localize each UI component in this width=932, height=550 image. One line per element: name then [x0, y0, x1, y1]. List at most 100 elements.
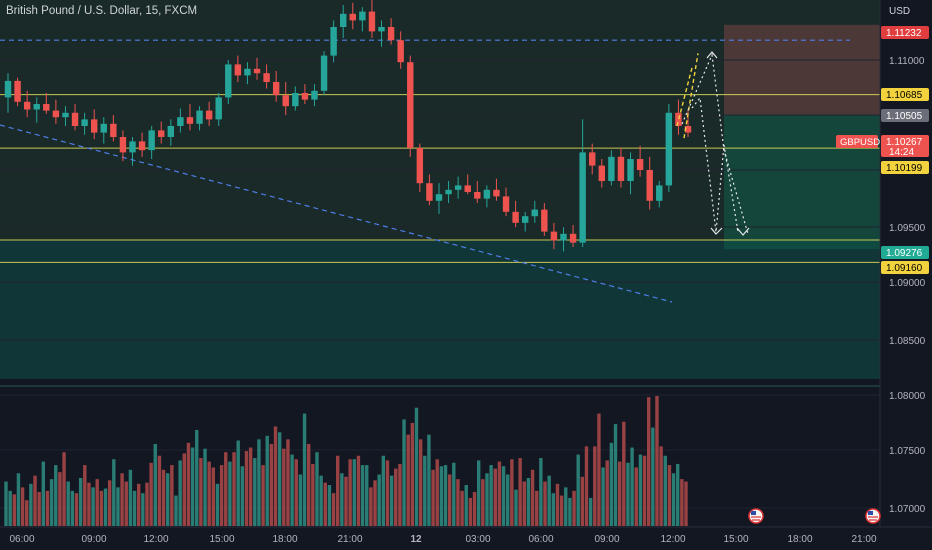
blue-dashed-trendline [0, 124, 673, 303]
candle-body [110, 123, 117, 137]
volume-bar [568, 497, 572, 526]
time-tick: 09:00 [81, 534, 106, 545]
candle-body [148, 130, 155, 151]
volume-bar [443, 465, 448, 526]
candle-body [368, 11, 376, 32]
price-label-bg [881, 109, 929, 122]
candle-body [62, 112, 69, 118]
countdown-label: 14:24 [889, 147, 914, 158]
candle-body [608, 156, 615, 181]
volume-bar [298, 474, 303, 526]
candle-body [253, 68, 261, 74]
volume-bar [219, 465, 224, 526]
volume-bar [70, 490, 75, 526]
volume-bar [319, 475, 323, 526]
candle-body [186, 117, 194, 124]
volume-bar [132, 490, 137, 526]
candle-body [244, 68, 251, 76]
candle-body [541, 209, 548, 232]
volume-bar [112, 459, 116, 526]
volume-bar [327, 485, 332, 526]
volume-bar [543, 481, 547, 526]
volume-bar [389, 475, 394, 526]
volume-bar [435, 459, 439, 526]
volume-bar [78, 477, 83, 526]
lower-zone [0, 240, 880, 379]
volume-bar [240, 466, 245, 526]
candle-body [387, 27, 395, 41]
volume-bar [551, 493, 556, 526]
volume-bar [54, 465, 58, 526]
candle-body [675, 112, 682, 126]
volume-bar [265, 435, 269, 526]
candle-body [234, 64, 242, 76]
volume-bar [576, 454, 580, 526]
candle-body [196, 110, 203, 124]
volume-bar [236, 440, 240, 526]
volume-bar [684, 481, 688, 526]
volume-bar [66, 481, 70, 526]
volume-bar [555, 483, 560, 526]
volume-bar [203, 448, 207, 526]
candle-body [272, 82, 280, 96]
time-tick: 21:00 [851, 534, 876, 545]
volume-bar [248, 447, 253, 526]
volume-bar [414, 407, 419, 526]
volume-bar [170, 465, 174, 526]
price-axis[interactable]: 1.110001.105001.100001.095001.090001.085… [879, 0, 932, 550]
volume-bar [452, 462, 456, 526]
candle-body [560, 233, 567, 241]
time-tick: 15:00 [209, 534, 234, 545]
volume-bar [311, 463, 315, 526]
chart-title: British Pound / U.S. Dollar, 15, FXCM [6, 5, 198, 17]
volume-bar [331, 493, 336, 526]
volume-bar [671, 473, 676, 526]
volume-bar [157, 455, 162, 526]
candle-body [502, 196, 510, 212]
volume-bar [667, 465, 672, 526]
candle-body [474, 192, 481, 199]
volume-bar [460, 490, 464, 526]
candle-body [138, 141, 146, 151]
volume-bar [410, 422, 415, 526]
currency-label: USD [889, 6, 911, 17]
volume-bar [224, 452, 228, 526]
volume-bar [514, 489, 518, 526]
volume-bar [302, 413, 307, 526]
volume-bar [580, 476, 585, 526]
volume-bar [182, 453, 186, 526]
candle-body [90, 119, 98, 133]
volume-bar [655, 396, 659, 526]
volume-bar [136, 483, 141, 526]
candle-body [493, 189, 500, 197]
volume-bar [476, 460, 481, 526]
volume-bar [103, 488, 108, 526]
volume-bar [195, 429, 199, 526]
candle-body [340, 13, 347, 27]
volume-bar [99, 490, 104, 526]
time-axis[interactable]: 06:00 09:00 12:00 15:00 18:00 21:00 12 03:00 06:… [0, 526, 932, 550]
candle-body [445, 189, 452, 195]
candle-body [589, 152, 596, 166]
volume-bar [8, 490, 12, 526]
candle-body [407, 62, 414, 149]
candle-body [100, 123, 107, 133]
volume-bar [348, 459, 352, 526]
price-label-bg [881, 135, 929, 157]
volume-bar [659, 446, 663, 526]
volume-bar [87, 482, 91, 526]
volume-bar [25, 500, 29, 526]
price-tick: 1.08000 [889, 391, 926, 402]
candle-body [684, 126, 692, 133]
candle-body [292, 93, 299, 107]
volume-bar [526, 477, 531, 526]
candle-body [378, 27, 385, 32]
candle-body [330, 27, 337, 56]
candle-body [349, 13, 356, 21]
event-flags[interactable] [748, 508, 881, 524]
arrow-head-up [706, 51, 718, 59]
price-label-bg [881, 246, 929, 259]
volume-bar [634, 467, 638, 526]
volume-bar [601, 467, 605, 526]
